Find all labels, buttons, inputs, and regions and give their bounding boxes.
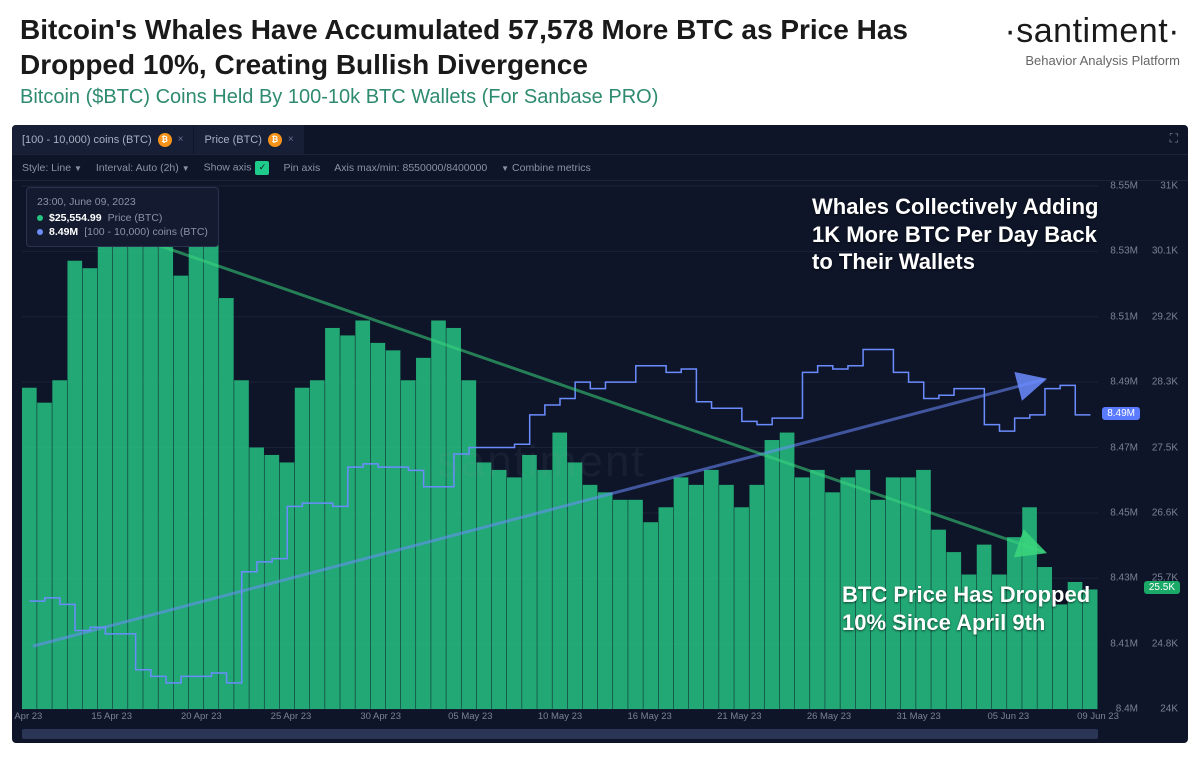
check-icon: ✓ bbox=[255, 161, 269, 175]
pin-axis-toggle[interactable]: Pin axis bbox=[283, 162, 320, 174]
close-icon[interactable]: × bbox=[288, 134, 294, 145]
x-axis: 09 Apr 2315 Apr 2320 Apr 2325 Apr 2330 A… bbox=[22, 711, 1098, 725]
tab-bar: [100 - 10,000) coins (BTC) ₿ × Price (BT… bbox=[12, 125, 1188, 155]
bitcoin-icon: ₿ bbox=[158, 133, 172, 147]
tab-price[interactable]: Price (BTC) ₿ × bbox=[194, 125, 304, 154]
bitcoin-icon: ₿ bbox=[268, 133, 282, 147]
time-scrollbar[interactable] bbox=[22, 729, 1098, 739]
current-value-badge-price: 25.5K bbox=[1144, 581, 1180, 594]
hover-tooltip: 23:00, June 09, 2023 $25,554.99 Price (B… bbox=[26, 187, 219, 247]
tooltip-row-whale: 8.49M [100 - 10,000) coins (BTC) bbox=[37, 226, 208, 238]
series-dot-icon bbox=[37, 229, 43, 235]
chart-panel: [100 - 10,000) coins (BTC) ₿ × Price (BT… bbox=[12, 125, 1188, 743]
headline: Bitcoin's Whales Have Accumulated 57,578… bbox=[20, 12, 974, 82]
scrollbar-thumb[interactable] bbox=[22, 729, 1098, 739]
y-axis-right: 31K30.1K29.2K28.3K27.5K26.6K25.7K24.8K24… bbox=[1142, 181, 1182, 709]
brand-name: ·santiment· bbox=[1004, 12, 1180, 51]
subtitle: Bitcoin ($BTC) Coins Held By 100-10k BTC… bbox=[20, 86, 974, 109]
brand-tagline: Behavior Analysis Platform bbox=[1004, 53, 1180, 68]
style-selector[interactable]: Style: Line ▼ bbox=[22, 162, 82, 174]
brand-block: ·santiment· Behavior Analysis Platform bbox=[974, 12, 1180, 68]
header: Bitcoin's Whales Have Accumulated 57,578… bbox=[0, 0, 1200, 117]
current-value-badge-whale: 8.49M bbox=[1102, 407, 1140, 420]
annotation-whales: Whales Collectively Adding 1K More BTC P… bbox=[812, 193, 1122, 276]
axis-range-label: Axis max/min: 8550000/8400000 bbox=[334, 162, 487, 174]
chevron-down-icon: ▼ bbox=[182, 164, 190, 173]
tooltip-row-price: $25,554.99 Price (BTC) bbox=[37, 212, 208, 224]
expand-icon[interactable]: ⛶ bbox=[1170, 131, 1178, 146]
annotation-price: BTC Price Has Dropped 10% Since April 9t… bbox=[842, 581, 1102, 636]
close-icon[interactable]: × bbox=[178, 134, 184, 145]
chevron-down-icon: ▼ bbox=[501, 164, 509, 173]
tab-label: [100 - 10,000) coins (BTC) bbox=[22, 134, 152, 146]
interval-selector[interactable]: Interval: Auto (2h) ▼ bbox=[96, 162, 190, 174]
tab-label: Price (BTC) bbox=[204, 134, 261, 146]
chart-toolbar: Style: Line ▼ Interval: Auto (2h) ▼ Show… bbox=[12, 155, 1188, 181]
series-dot-icon bbox=[37, 215, 43, 221]
show-axis-toggle[interactable]: Show axis✓ bbox=[204, 161, 270, 175]
combine-metrics[interactable]: ▼ Combine metrics bbox=[501, 162, 591, 174]
tooltip-time: 23:00, June 09, 2023 bbox=[37, 196, 208, 208]
tab-whale-coins[interactable]: [100 - 10,000) coins (BTC) ₿ × bbox=[12, 125, 194, 154]
chevron-down-icon: ▼ bbox=[74, 164, 82, 173]
